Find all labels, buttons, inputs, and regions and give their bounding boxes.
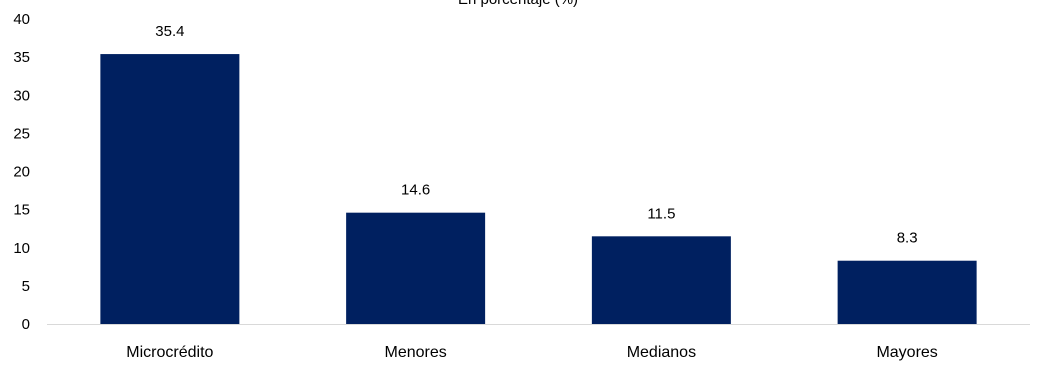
- value-labels-group: 35.4 14.6 11.5 8.3: [155, 23, 917, 247]
- y-tick-label: 30: [13, 87, 30, 104]
- y-tick-label: 0: [22, 316, 30, 333]
- value-label-0: 35.4: [155, 23, 184, 40]
- bar-3: [837, 260, 977, 324]
- x-tick-label-0: Microcrédito: [126, 344, 213, 361]
- x-tick-label-1: Menores: [385, 344, 447, 361]
- y-axis-ticks: 0 5 10 15 20 25 30 35 40: [13, 11, 30, 333]
- bar-1: [346, 212, 486, 324]
- value-label-2: 11.5: [647, 205, 675, 222]
- x-axis-labels: Microcrédito Menores Medianos Mayores: [126, 344, 938, 361]
- y-tick-label: 15: [13, 202, 30, 219]
- value-label-3: 8.3: [897, 230, 918, 247]
- y-tick-label: 25: [13, 125, 30, 142]
- bar-0: [100, 54, 240, 324]
- y-tick-label: 35: [13, 49, 30, 66]
- y-tick-label: 10: [13, 240, 30, 257]
- x-tick-label-2: Medianos: [627, 344, 696, 361]
- chart-subtitle: En porcentaje (%): [458, 0, 578, 8]
- y-tick-label: 5: [22, 278, 30, 295]
- bar-2: [591, 236, 731, 324]
- x-tick-label-3: Mayores: [876, 344, 937, 361]
- y-tick-label: 40: [13, 11, 30, 28]
- y-tick-label: 20: [13, 164, 30, 181]
- value-label-1: 14.6: [401, 182, 430, 199]
- bars-group: [100, 54, 977, 324]
